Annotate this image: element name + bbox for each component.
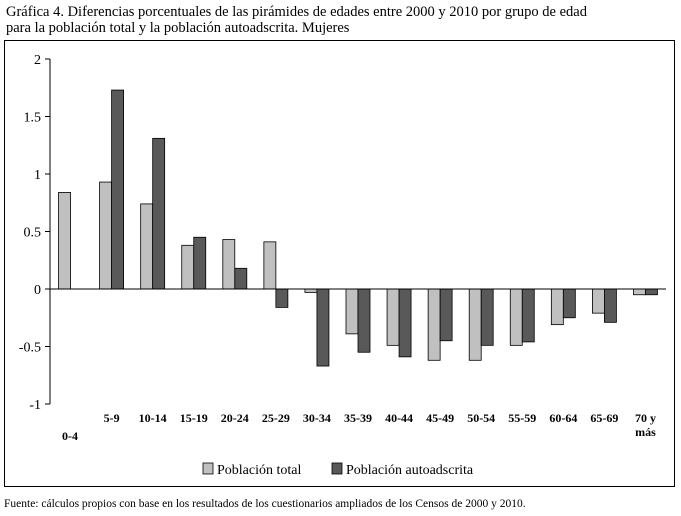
bar-poblacion-total [58,191,71,290]
x-tick-label: 55-59 [508,411,536,425]
chart-frame: 2 1.5 1 0.5 0 -0.5 -1 0-4 5-9 10-14 15-19 20-24 25-2… [4,40,675,487]
chart-title: Gráfica 4. Diferencias porcentuales de l… [6,4,676,36]
bar-poblacion-total [386,288,400,346]
bar-poblacion-autoadscrita [398,288,412,358]
bar-poblacion-total [263,241,277,290]
bar-poblacion-total [427,288,441,361]
bar-poblacion-total [468,288,482,361]
title-line-2: para la población total y la población a… [6,20,350,36]
x-tick-label: 10-14 [139,411,167,425]
x-tick-label: 5-9 [104,411,120,425]
y-tick-label: 1.5 [24,111,42,126]
bar-poblacion-autoadscrita [316,288,330,367]
bar-poblacion-total [592,288,605,314]
title-line-1: Gráfica 4. Diferencias porcentuales de l… [6,4,587,20]
bar-poblacion-total [633,288,646,296]
bar-poblacion-autoadscrita [645,288,658,296]
bar-poblacion-total [345,288,359,335]
legend-swatch-poblacion-total [202,462,214,475]
bar-chart: 2 1.5 1 0.5 0 -0.5 -1 0-4 5-9 10-14 15-19 20-24 25-2… [19,53,666,478]
x-tick-label: 0-4 [62,429,78,443]
y-tick-label: -1 [29,398,41,413]
x-tick-label: 20-24 [221,411,249,425]
x-tick-label: 60-64 [549,411,577,425]
bar-poblacion-autoadscrita [521,288,535,343]
bar-poblacion-total [222,239,236,290]
y-tick-label: 1 [34,168,41,183]
x-tick-label: 65-69 [590,411,618,425]
bar-poblacion-autoadscrita [193,236,207,290]
x-tick-label: 25-29 [262,411,290,425]
bar-poblacion-total [181,244,195,290]
bar-poblacion-total [304,288,318,293]
bar-poblacion-autoadscrita [357,288,371,353]
source-note: Fuente: cálculos propios con base en los… [4,498,526,510]
y-tick-label: 0 [34,283,41,298]
x-tick-label: 45-49 [426,411,454,425]
bar-poblacion-autoadscrita [439,288,453,342]
legend-swatch-poblacion-autoadscrita [331,462,343,475]
bar-poblacion-autoadscrita [604,288,617,323]
x-tick-label: 30-34 [303,411,331,425]
bar-poblacion-autoadscrita [234,267,248,290]
bar-poblacion-autoadscrita [111,89,124,290]
y-tick-label: -0.5 [19,341,41,356]
bar-poblacion-autoadscrita [152,137,166,290]
bar-poblacion-total [99,181,112,290]
x-tick-label: 50-54 [467,411,495,425]
bar-poblacion-total [550,288,564,326]
bar-poblacion-autoadscrita [275,288,289,308]
bar-poblacion-autoadscrita [480,288,494,346]
x-tick-label: 70 y más [635,411,656,439]
legend-label-poblacion-autoadscrita: Población autoadscrita [346,463,474,478]
x-tick-label: 35-39 [344,411,372,425]
y-tick-label: 0.5 [24,226,42,241]
legend-label-poblacion-total: Población total [217,463,301,478]
x-tick-label: 15-19 [180,411,208,425]
bar-poblacion-autoadscrita [562,288,576,319]
bar-poblacion-total [509,288,523,346]
y-tick-label: 2 [34,53,41,68]
x-tick-label: 40-44 [385,411,413,425]
bar-poblacion-total [140,203,154,290]
